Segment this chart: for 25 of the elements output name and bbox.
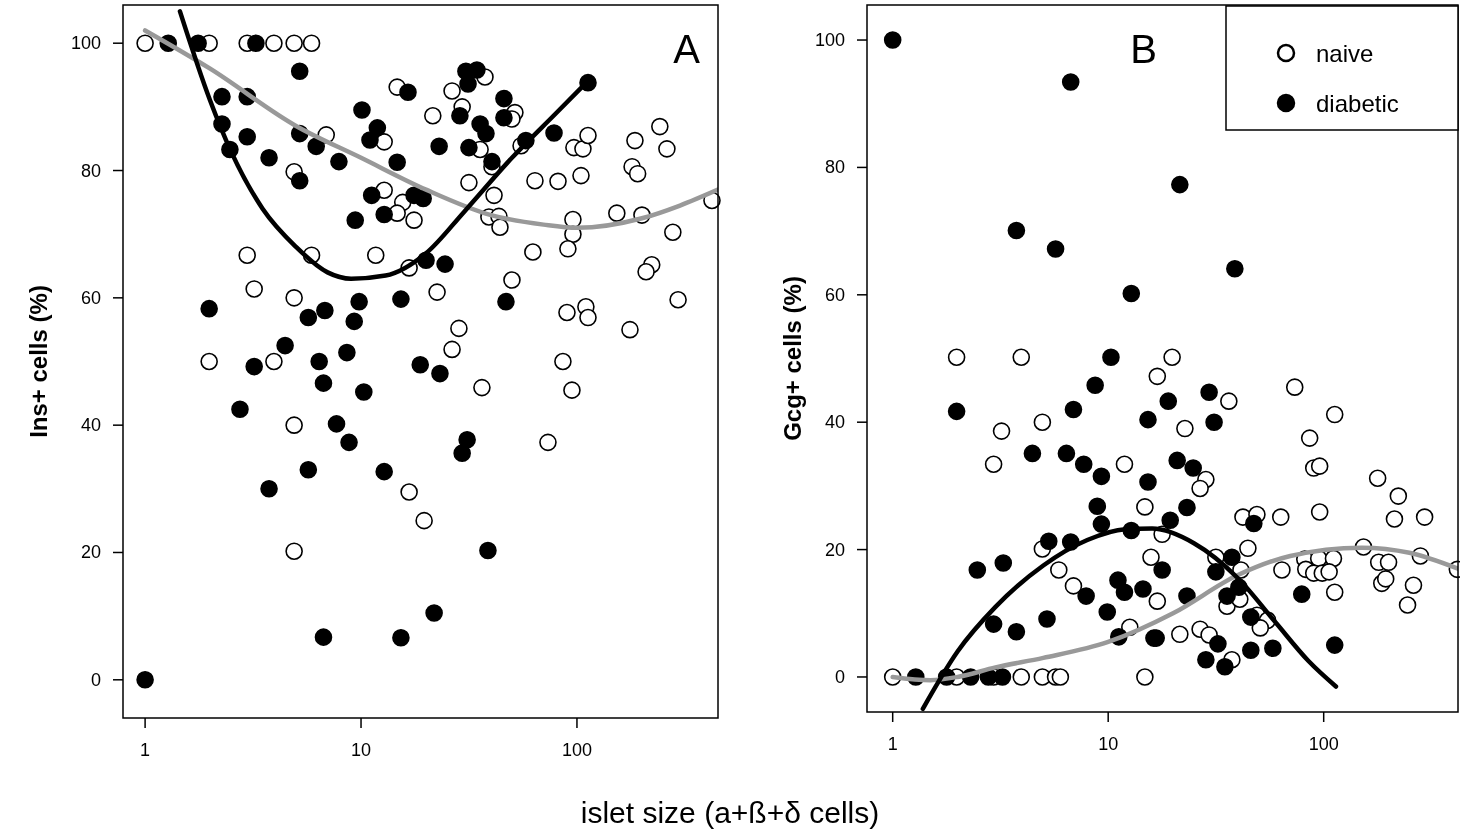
x-tick-label: 1 [140, 740, 151, 760]
y-tick-label: 0 [90, 669, 101, 690]
y-tick-label: 0 [834, 666, 845, 687]
y-tick-label: 20 [80, 542, 101, 563]
x-axis-title: islet size (a+ß+δ cells) [580, 795, 880, 829]
x-tick-label: 10 [351, 740, 372, 760]
y-tick-label: 80 [80, 160, 101, 181]
y-axis-title: Ins+ cells (%) [24, 285, 52, 438]
text: B [1130, 27, 1157, 71]
text: A [673, 27, 701, 71]
y-tick-label: 40 [824, 412, 845, 433]
legend-label: diabetic [1316, 89, 1399, 117]
y-axis-title: Gcg+ cells (%) [778, 276, 806, 441]
y-tick-label: 100 [70, 33, 101, 54]
y-tick-label: 60 [80, 287, 101, 308]
x-tick-label: 100 [1308, 734, 1339, 754]
y-tick-label: 80 [824, 157, 845, 178]
x-tick-label: 100 [561, 740, 592, 760]
y-tick-label: 60 [824, 284, 845, 305]
x-tick-label: 10 [1098, 734, 1119, 754]
y-tick-label: 40 [80, 415, 101, 436]
y-tick-label: 20 [824, 539, 845, 560]
legend-label: naive [1316, 39, 1374, 67]
y-tick-label: 100 [814, 30, 845, 51]
x-tick-label: 1 [887, 734, 898, 754]
